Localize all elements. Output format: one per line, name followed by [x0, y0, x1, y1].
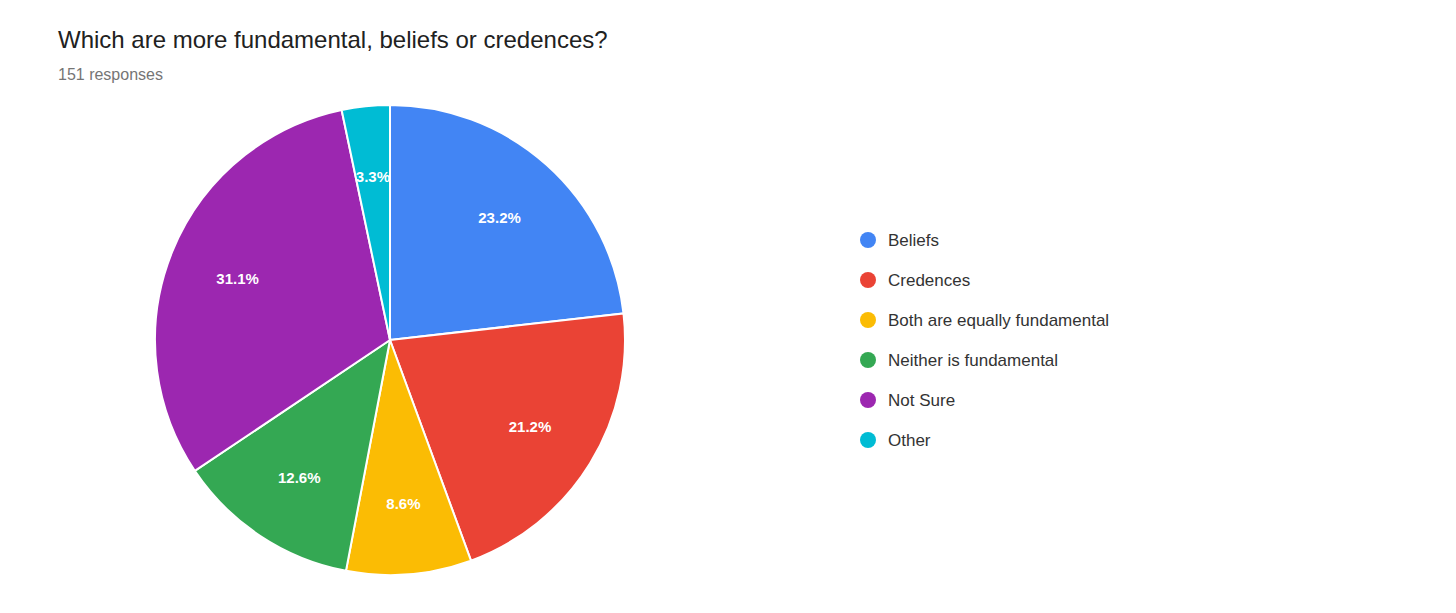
data-label: 8.6% — [386, 495, 420, 512]
legend-entry: Beliefs — [888, 231, 939, 250]
legend-entry: Credences — [888, 271, 970, 290]
legend: Beliefs Credences Both are equally fundame… — [860, 231, 1109, 450]
legend-swatch — [860, 272, 876, 288]
legend-entry: Neither is fundamental — [888, 351, 1058, 370]
legend-swatch — [860, 232, 876, 248]
slices — [155, 105, 625, 575]
subtitle: 151 responses — [58, 66, 163, 83]
legend-swatch — [860, 392, 876, 408]
data-label: 3.3% — [356, 168, 390, 185]
data-label: 21.2% — [509, 418, 552, 435]
data-labels: 23.2% 21.2% 8.6% 12.6% 31.1% 3.3% — [216, 168, 551, 513]
chart: Which are more fundamental, beliefs or c… — [0, 0, 1456, 613]
data-label: 12.6% — [278, 469, 321, 486]
title: Which are more fundamental, beliefs or c… — [58, 26, 608, 53]
slice — [390, 105, 623, 340]
legend-entry: Not Sure — [888, 391, 955, 410]
legend-entry: Both are equally fundamental — [888, 311, 1109, 330]
data-label: 23.2% — [478, 209, 521, 226]
data-label: 31.1% — [216, 270, 259, 287]
legend-entry: Other — [888, 431, 931, 450]
legend-swatch — [860, 432, 876, 448]
legend-swatch — [860, 352, 876, 368]
slice — [342, 105, 390, 340]
legend-swatch — [860, 312, 876, 328]
